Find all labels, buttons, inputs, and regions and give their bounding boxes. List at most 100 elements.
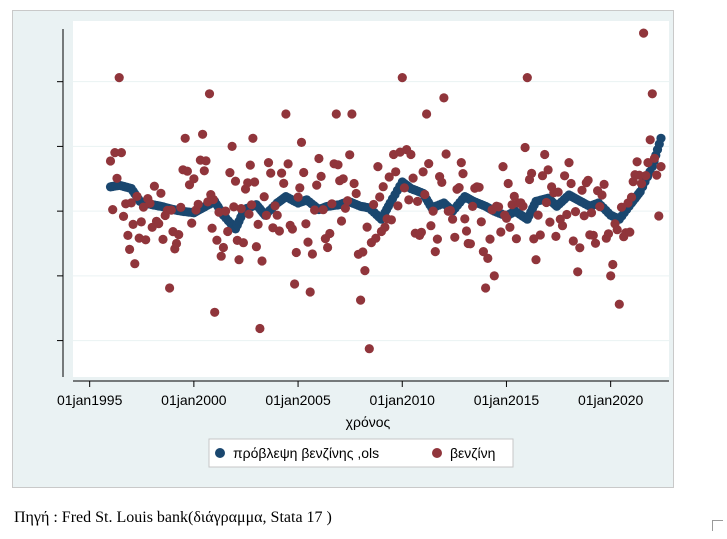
- series-1-point: [430, 247, 440, 257]
- series-1-point: [279, 178, 289, 188]
- series-1-point: [501, 213, 512, 223]
- series-1-point: [299, 167, 309, 178]
- series-1-point: [424, 159, 434, 169]
- series-1-point: [641, 171, 651, 181]
- series-1-point: [474, 182, 484, 192]
- series-1-point: [230, 176, 241, 186]
- series-1-point: [253, 219, 263, 229]
- series-1-point: [327, 199, 337, 209]
- series-1-point: [128, 219, 138, 229]
- series-1-point: [356, 295, 366, 305]
- series-1-point: [257, 256, 267, 266]
- series-1-point: [597, 190, 607, 200]
- series-1-point: [234, 255, 244, 265]
- series-1-point: [553, 187, 563, 197]
- series-1-point: [645, 135, 655, 145]
- series-1-point: [245, 160, 255, 170]
- series-1-point: [263, 158, 274, 168]
- series-1-point: [590, 238, 601, 248]
- series-1-point: [158, 234, 168, 244]
- series-1-point: [557, 221, 568, 231]
- series-1-point: [509, 191, 519, 201]
- series-1-point: [261, 210, 271, 220]
- series-1-point: [380, 222, 390, 232]
- series-1-point: [527, 168, 537, 178]
- series-1-point: [270, 201, 280, 211]
- series-1-point: [562, 209, 572, 220]
- series-1-point: [634, 170, 644, 180]
- series-1-point: [643, 158, 653, 168]
- series-1-point: [573, 267, 583, 277]
- series-1-point: [481, 283, 491, 293]
- series-1-point: [468, 201, 478, 211]
- series-1-point: [378, 182, 388, 192]
- series-1-point: [225, 168, 235, 178]
- series-1-point: [416, 227, 426, 237]
- series-1-point: [340, 203, 350, 213]
- series-1-point: [454, 183, 464, 193]
- series-1-point: [221, 206, 231, 216]
- series-0-point: [656, 133, 666, 143]
- series-1-point: [136, 217, 146, 227]
- series-1-point: [560, 171, 570, 181]
- series-1-point: [412, 196, 423, 206]
- series-1-point: [496, 227, 506, 237]
- series-1-point: [399, 183, 409, 193]
- series-1-point: [478, 247, 488, 257]
- series-1-point: [639, 28, 649, 38]
- series-1-point: [522, 73, 532, 83]
- series-1-point: [426, 221, 436, 231]
- series-1-point: [210, 307, 220, 317]
- series-1-point: [375, 192, 385, 202]
- series-1-point: [439, 93, 449, 103]
- series-1-point: [277, 168, 287, 178]
- series-1-point: [287, 224, 297, 234]
- series-1-point: [511, 234, 521, 244]
- series-1-point: [586, 208, 597, 218]
- series-1-point: [316, 171, 326, 181]
- series-1-point: [307, 249, 317, 259]
- series-1-point: [112, 173, 122, 183]
- series-1-point: [408, 173, 418, 183]
- series-1-point: [404, 195, 414, 205]
- series-1-point: [649, 153, 660, 163]
- series-1-point: [543, 165, 553, 175]
- series-1-point: [345, 150, 355, 160]
- series-1-point: [533, 210, 543, 220]
- series-1-point: [149, 181, 159, 191]
- series-1-point: [238, 238, 248, 248]
- series-1-point: [166, 205, 176, 215]
- series-1-point: [518, 201, 528, 211]
- series-1-point: [189, 174, 199, 184]
- series-1-point: [476, 217, 486, 227]
- series-1-point: [460, 214, 470, 224]
- series-1-point: [274, 226, 284, 236]
- series-1-point: [406, 149, 416, 160]
- series-1-point: [176, 202, 186, 212]
- series-1-point: [371, 233, 381, 243]
- series-1-point: [212, 235, 222, 245]
- series-1-point: [236, 204, 246, 214]
- series-1-point: [243, 178, 253, 188]
- x-tick-label: 01jan2010: [370, 392, 436, 408]
- series-1-point: [450, 232, 460, 242]
- series-1-point: [456, 158, 466, 168]
- series-1-point: [418, 167, 428, 177]
- series-1-point: [632, 157, 642, 167]
- series-1-point: [272, 210, 282, 220]
- series-1-point: [362, 222, 372, 232]
- series-1-point: [343, 196, 353, 206]
- series-1-point: [323, 242, 333, 253]
- series-1-point: [608, 259, 618, 270]
- series-1-point: [369, 199, 379, 210]
- series-1-point: [336, 216, 347, 226]
- legend-box: [208, 438, 514, 468]
- series-1-point: [244, 209, 254, 219]
- series-1-point: [647, 89, 657, 99]
- series-1-point: [156, 188, 166, 198]
- series-1-point: [448, 214, 458, 224]
- series-1-point: [489, 271, 499, 281]
- series-1-point: [318, 205, 328, 215]
- series-1-point: [123, 230, 133, 240]
- series-1-point: [612, 225, 622, 235]
